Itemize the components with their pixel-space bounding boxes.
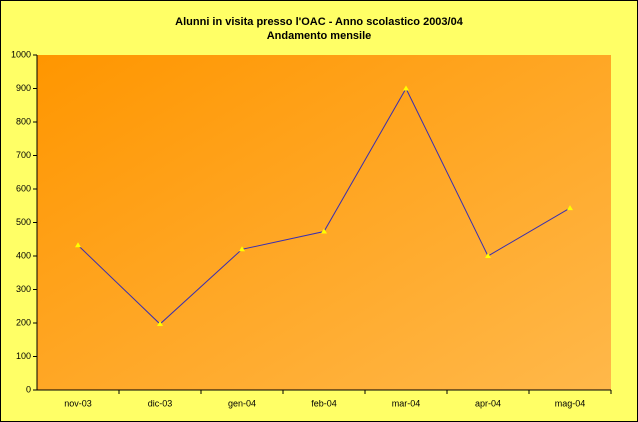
marker [321, 228, 327, 234]
x-tick-label: apr-04 [475, 398, 501, 408]
chart-title: Alunni in visita presso l'OAC - Anno sco… [175, 16, 464, 28]
marker [75, 242, 81, 248]
y-tick-label: 900 [16, 83, 31, 93]
y-tick-label: 100 [16, 351, 31, 361]
y-tick-label: 700 [16, 150, 31, 160]
x-tick-label: feb-04 [311, 398, 337, 408]
y-tick-label: 200 [16, 317, 31, 327]
x-tick-label: nov-03 [64, 398, 92, 408]
y-tick-label: 300 [16, 284, 31, 294]
marker [485, 253, 491, 258]
marker [157, 321, 163, 327]
x-tick-label: mag-04 [555, 398, 586, 408]
x-tick-label: gen-04 [228, 398, 256, 408]
y-tick-label: 600 [16, 183, 31, 193]
plot-area [37, 55, 611, 390]
y-tick-label: 800 [16, 116, 31, 126]
chart-subtitle: Andamento mensile [267, 30, 372, 42]
y-tick-label: 1000 [11, 49, 31, 59]
marker [403, 85, 409, 91]
x-tick-label: mar-04 [392, 398, 421, 408]
marker [567, 205, 573, 211]
y-tick-label: 500 [16, 217, 31, 227]
marker [239, 246, 245, 252]
y-tick-label: 400 [16, 250, 31, 260]
y-tick-label: 0 [26, 384, 31, 394]
x-tick-label: dic-03 [148, 398, 173, 408]
